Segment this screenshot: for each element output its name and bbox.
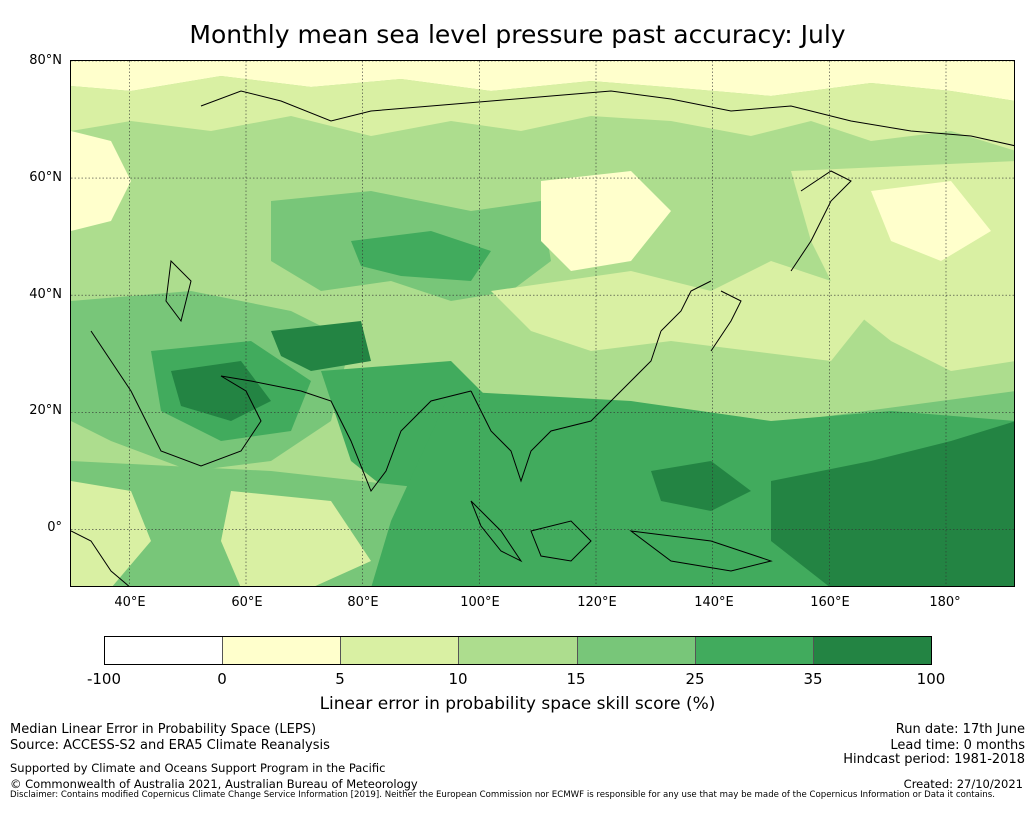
- lon-label-180: 180°: [929, 595, 961, 610]
- coastline-japan: [710, 290, 742, 352]
- colorbar-tick: 10: [448, 670, 468, 688]
- colorbar-swatch-6: [813, 637, 931, 664]
- coastline-southeast-asia: [470, 330, 662, 483]
- footer-run-date: Run date: 17th June: [895, 722, 1025, 737]
- lat-label-60n: 60°N: [29, 170, 62, 185]
- coastline-borneo: [530, 520, 592, 562]
- colorbar-tick: 35: [803, 670, 823, 688]
- chart-title: Monthly mean sea level pressure past acc…: [189, 20, 846, 49]
- skill-region-indian-ocean-pale: [221, 491, 371, 586]
- lat-label-40n: 40°N: [29, 287, 62, 302]
- footer-disclaimer: Disclaimer: Contains modified Copernicus…: [10, 790, 995, 800]
- lon-label-40e: 40°E: [114, 595, 146, 610]
- colorbar-tick: 25: [685, 670, 705, 688]
- skill-region-west-light: [71, 131, 131, 231]
- coastline-persian-gulf: [220, 375, 302, 392]
- skill-region-mongolia-light: [541, 171, 671, 271]
- coastline-new-guinea: [629, 530, 773, 572]
- skill-region-africa-pale: [71, 481, 151, 586]
- lon-label-100e: 100°E: [460, 595, 500, 610]
- colorbar-tick: -100: [86, 670, 122, 688]
- colorbar-tick: 15: [566, 670, 586, 688]
- coastline-arctic: [200, 90, 1014, 147]
- footer-copyright: © Commonwealth of Australia 2021, Austra…: [10, 777, 418, 791]
- skill-region-arctic-pale: [71, 76, 1014, 151]
- coastline-africa-east: [71, 530, 130, 586]
- skill-region-npacific-light: [871, 181, 991, 261]
- skill-region-himalaya-dark: [271, 321, 371, 371]
- footer-hindcast: Hindcast period: 1981-2018: [843, 752, 1025, 767]
- skill-region-central-asia-dark: [351, 231, 491, 281]
- lat-label-20n: 20°N: [29, 403, 62, 418]
- coastlines: [71, 90, 1014, 586]
- footer-support: Supported by Climate and Oceans Support …: [10, 761, 386, 775]
- lon-label-160e: 160°E: [810, 595, 850, 610]
- colorbar-swatch-4: [577, 637, 696, 664]
- coastline-kamchatka: [790, 170, 852, 272]
- colorbar-swatch-0: [105, 637, 224, 664]
- lat-label-0: 0°: [47, 520, 62, 535]
- skill-map: [71, 61, 1014, 586]
- skill-region-philippine-sea-darkest: [651, 461, 751, 511]
- colorbar-swatch-3: [459, 637, 578, 664]
- footer-method: Median Linear Error in Probability Space…: [10, 722, 317, 737]
- coastline-arabia: [90, 330, 262, 467]
- coastline-india: [300, 390, 472, 493]
- colorbar-swatch-2: [341, 637, 460, 664]
- colorbar: [104, 636, 932, 665]
- lon-label-140e: 140°E: [694, 595, 734, 610]
- coastline-sumatra: [470, 500, 523, 563]
- colorbar-swatch-5: [695, 637, 814, 664]
- colorbar-tick: 0: [217, 670, 227, 688]
- lon-label-120e: 120°E: [577, 595, 617, 610]
- colorbar-swatch-1: [223, 637, 342, 664]
- lat-label-80n: 80°N: [29, 53, 62, 68]
- skill-region-westpacific-darkest: [771, 421, 1014, 586]
- coastline-china-korea: [660, 280, 712, 332]
- graticule: [71, 61, 1014, 586]
- footer-source: Source: ACCESS-S2 and ERA5 Climate Reana…: [10, 738, 330, 753]
- colorbar-label: Linear error in probability space skill …: [319, 694, 716, 714]
- skill-region-arctic-light: [71, 61, 1014, 101]
- footer-lead-time: Lead time: 0 months: [890, 738, 1025, 753]
- lon-label-60e: 60°E: [231, 595, 263, 610]
- lon-label-80e: 80°E: [347, 595, 379, 610]
- coastline-caspian: [165, 259, 192, 323]
- colorbar-tick: 5: [335, 670, 345, 688]
- colorbar-tick: 100: [916, 670, 946, 688]
- map-panel[interactable]: [70, 60, 1015, 587]
- footer-created: Created: 27/10/2021: [903, 777, 1023, 791]
